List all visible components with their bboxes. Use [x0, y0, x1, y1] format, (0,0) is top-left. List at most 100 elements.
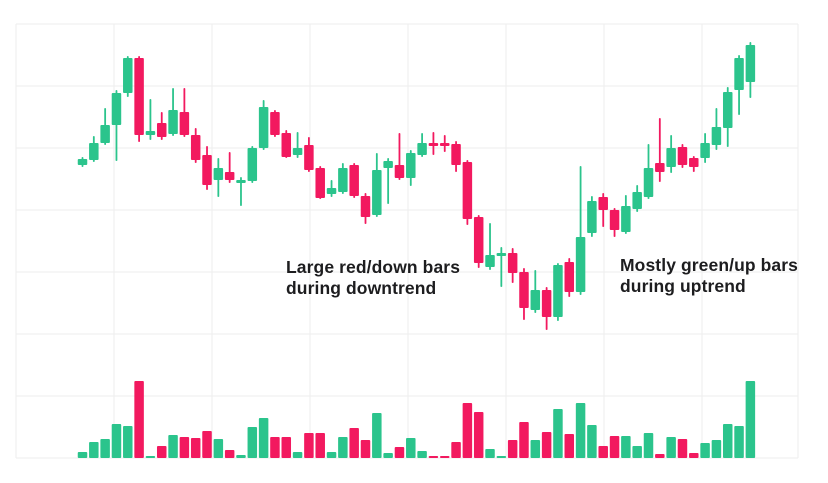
candle-body — [439, 143, 450, 146]
candle-body — [711, 127, 722, 145]
candle — [439, 135, 450, 152]
volume-bar — [179, 437, 190, 458]
candle — [711, 108, 722, 150]
volume-bar — [123, 426, 133, 458]
volume-bar — [360, 440, 371, 458]
volume-bar — [202, 431, 212, 458]
volume-bar — [677, 439, 688, 458]
volume-bar — [326, 452, 337, 458]
annotation-downtrend-line2: during downtrend — [286, 278, 437, 298]
volume-bar — [338, 437, 348, 458]
candle-body — [258, 107, 269, 148]
candle-body — [417, 143, 427, 155]
candle-body — [100, 125, 110, 143]
candle — [304, 137, 314, 172]
candle — [541, 287, 552, 330]
candle-body — [700, 143, 710, 158]
candle-body — [632, 192, 642, 209]
volume-bar — [145, 456, 156, 458]
candle-body — [134, 58, 144, 135]
candle — [598, 193, 608, 227]
volume-bar — [496, 456, 507, 458]
volume-bar — [372, 413, 382, 458]
candle-body — [609, 210, 620, 230]
candle-body — [643, 168, 654, 197]
volume-bar — [666, 437, 676, 458]
volume-bar — [247, 427, 258, 458]
candle-body — [77, 159, 88, 165]
candle-body — [304, 145, 314, 170]
volume-bar — [281, 437, 292, 458]
candle-body — [575, 237, 586, 292]
candle-wick — [500, 247, 503, 287]
candle-body — [462, 162, 473, 219]
candle-body — [496, 253, 507, 256]
candle-body — [190, 135, 201, 160]
candle — [360, 193, 371, 224]
volume-bar — [213, 439, 224, 458]
candle — [553, 263, 563, 321]
volume-bar — [292, 452, 303, 458]
candle-body — [473, 217, 484, 263]
volume-bar — [564, 434, 575, 458]
volume-bar — [473, 412, 484, 458]
volume-bar — [632, 446, 642, 458]
candle — [417, 133, 427, 157]
candle-body — [156, 123, 167, 137]
candle — [224, 152, 235, 183]
candle — [632, 185, 642, 212]
candle-body — [507, 253, 518, 273]
candle — [677, 144, 688, 168]
volume-bar — [156, 446, 167, 458]
candle — [621, 195, 631, 234]
candle-body — [485, 255, 495, 267]
candle-body — [213, 168, 224, 180]
candle-body — [89, 143, 99, 160]
candle-body — [202, 155, 212, 185]
volume-bar — [621, 436, 631, 458]
candle-wick — [240, 177, 242, 206]
volume-bar — [587, 425, 597, 458]
volume-bar — [349, 428, 359, 458]
candle — [734, 55, 744, 115]
volume-bar — [734, 426, 744, 458]
candle — [451, 141, 461, 172]
candle — [507, 248, 518, 283]
candle-body — [338, 168, 348, 192]
volume-bar — [406, 438, 416, 458]
volume-bar — [462, 403, 473, 458]
candle-body — [123, 58, 133, 93]
volume-bar — [507, 440, 518, 458]
volume-bar — [394, 447, 405, 458]
candle-body — [247, 148, 258, 181]
volume-bar — [541, 432, 552, 458]
volume-bar — [89, 442, 99, 458]
candle-body — [519, 272, 529, 308]
candle — [372, 153, 382, 217]
candle-body — [406, 153, 416, 178]
candle-body — [553, 265, 563, 317]
volume-bar — [100, 439, 110, 458]
candle-wick — [658, 118, 661, 182]
candle — [485, 223, 495, 270]
candle — [236, 177, 246, 206]
annotation-uptrend-line2: during uptrend — [620, 276, 746, 296]
candle — [473, 215, 484, 268]
candle-body — [292, 148, 303, 155]
candle-body — [236, 180, 246, 183]
candle — [292, 132, 303, 158]
candle-body — [145, 131, 156, 135]
candle — [179, 88, 190, 137]
annotation-uptrend: Mostly green/up bars during uptrend — [620, 255, 798, 297]
candle — [609, 208, 620, 237]
candle-body — [372, 170, 382, 215]
volume-bar — [711, 440, 722, 458]
candle — [134, 56, 144, 142]
candle-body — [270, 112, 280, 135]
annotation-uptrend-line1: Mostly green/up bars — [620, 255, 799, 275]
volume-bar — [745, 381, 756, 458]
volume-bar — [111, 424, 122, 458]
candle-body — [111, 93, 122, 125]
volume-bar — [224, 450, 235, 458]
volume-bar — [655, 454, 665, 458]
